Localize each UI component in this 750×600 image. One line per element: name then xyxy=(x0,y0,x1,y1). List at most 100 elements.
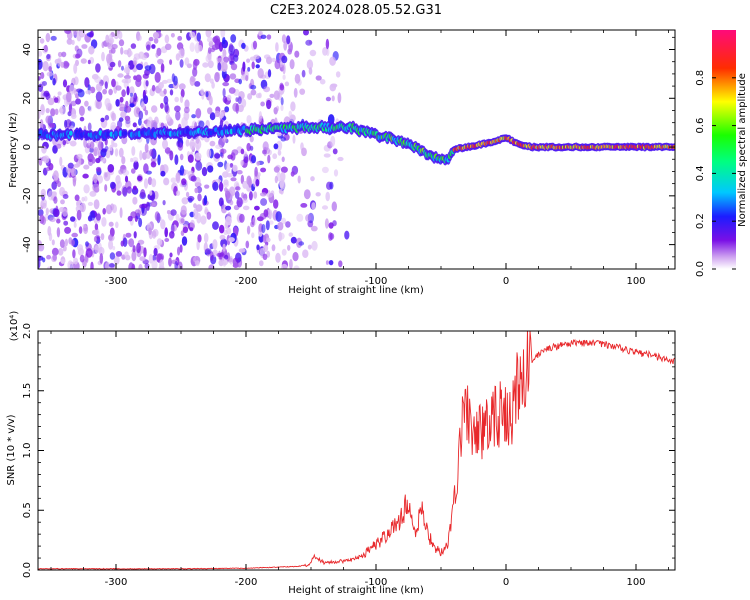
spectrogram-noise-cell xyxy=(151,84,156,92)
spectrogram-noise-cell xyxy=(94,76,101,83)
spectrogram-noise-cell xyxy=(333,169,339,177)
spectrogram-noise-cell xyxy=(50,108,56,117)
spectrogram-noise-cell xyxy=(39,214,45,224)
spectrogram-noise-cell xyxy=(150,202,156,207)
spectrogram-noise-cell xyxy=(87,122,92,132)
spectrogram-noise-cell xyxy=(132,245,136,253)
spectrogram-noise-cell xyxy=(39,119,44,130)
spectrogram-noise-cell xyxy=(273,199,279,209)
spectrogram-noise-cell xyxy=(118,147,124,158)
spectrogram-noise-cell xyxy=(60,199,65,205)
spectrogram-noise-cell xyxy=(120,111,127,118)
spectrogram-noise-cell xyxy=(292,134,296,144)
x-tick-label: -300 xyxy=(105,577,128,588)
spectrogram-noise-cell xyxy=(43,90,50,97)
spectrogram-noise-cell xyxy=(105,34,110,43)
spectrogram-noise-cell xyxy=(182,226,189,234)
spectrogram-noise-cell xyxy=(144,69,150,76)
spectrogram-noise-cell xyxy=(259,192,267,197)
x-tick-label: -200 xyxy=(235,577,258,588)
spectrogram-noise-cell xyxy=(45,207,49,216)
spectrogram-noise-cell xyxy=(40,72,45,79)
spectrogram-noise-cell xyxy=(170,33,175,38)
spectrogram-noise-cell xyxy=(119,103,126,109)
spectrogram-noise-cell xyxy=(83,225,89,235)
spectrogram-noise-cell xyxy=(204,206,208,213)
spectrogram-noise-cell xyxy=(115,99,120,107)
spectrogram-noise-cell xyxy=(124,115,131,122)
spectrogram-noise-cell xyxy=(175,172,181,182)
spectrogram-noise-cell xyxy=(323,153,331,158)
spectrogram-noise-cell xyxy=(246,225,251,235)
spectrogram-noise-cell xyxy=(93,173,98,184)
spectrogram-noise-cell xyxy=(145,80,149,87)
spectrogram-noise-cell xyxy=(157,154,161,166)
spectrogram-noise-cell xyxy=(115,175,121,185)
spectrogram-noise-cell xyxy=(238,78,242,85)
spectrogram-noise-cell xyxy=(143,178,149,189)
spectrogram-noise-cell xyxy=(104,184,108,192)
spectrogram-ridge-core xyxy=(69,130,73,136)
spectrogram-noise-cell xyxy=(217,161,224,168)
spectrogram-noise-cell xyxy=(288,110,293,118)
spectrogram-noise-cell xyxy=(93,146,99,157)
spectrogram-noise-cell xyxy=(205,54,212,63)
y-tick-label: -40 xyxy=(22,236,33,252)
spectrogram-noise-cell xyxy=(98,140,103,151)
spectrogram-noise-cell xyxy=(272,153,278,160)
spectrogram-noise-cell xyxy=(38,109,41,120)
spectrogram-noise-cell xyxy=(120,240,124,247)
spectrogram-noise-cell xyxy=(115,81,119,87)
spectrogram-noise-cell xyxy=(281,156,285,163)
spectrogram-noise-cell xyxy=(147,176,153,186)
spectrogram-noise-cell xyxy=(328,260,334,266)
spectrogram-noise-cell xyxy=(132,196,138,205)
spectrogram-noise-cell xyxy=(100,117,105,123)
spectrogram-noise-cell xyxy=(125,100,129,109)
spectrogram-noise-cell xyxy=(214,153,221,159)
spectrogram-noise-cell xyxy=(266,56,273,65)
colorbar-tick-label: 0.2 xyxy=(695,213,706,229)
spectrogram-noise-cell xyxy=(169,150,174,161)
spectrogram-noise-cell xyxy=(154,211,160,222)
spectrogram-noise-cell xyxy=(74,194,80,202)
spectrogram-noise-cell xyxy=(319,78,326,85)
spectrogram-noise-cell xyxy=(275,211,282,222)
spectrogram-noise-cell xyxy=(108,37,115,44)
colorbar-gradient xyxy=(712,30,736,269)
spectrogram-noise-cell xyxy=(202,62,209,68)
spectrogram-noise-cell xyxy=(273,107,278,115)
spectrogram-noise-cell xyxy=(203,195,208,206)
spectrogram-noise-cell xyxy=(263,86,271,93)
spectrogram-noise-cell xyxy=(102,88,107,95)
spectrogram-noise-cell xyxy=(179,153,184,161)
spectrogram-noise-cell xyxy=(42,61,49,72)
spectrogram-noise-cell xyxy=(301,147,307,157)
spectrogram-noise-cell xyxy=(236,197,243,208)
spectrogram-noise-cell xyxy=(262,235,267,243)
spectrogram-noise-cell xyxy=(42,202,47,209)
spectrogram-noise-cell xyxy=(89,141,95,149)
spectrogram-noise-cell xyxy=(204,73,211,83)
spectrogram-noise-cell xyxy=(300,203,308,208)
spectrogram-noise-cell xyxy=(72,177,77,187)
spectrogram-noise-cell xyxy=(123,66,131,74)
spectrogram-noise-cell xyxy=(53,97,59,103)
spectrogram-noise-cell xyxy=(95,166,102,172)
spectrogram-noise-cell xyxy=(325,191,331,202)
spectrogram-noise-cell xyxy=(131,251,137,262)
spectrogram-noise-cell xyxy=(310,176,315,182)
spectrogram-noise-cell xyxy=(268,220,274,225)
spectrogram-noise-cell xyxy=(52,78,56,86)
spectrogram-noise-cell xyxy=(204,248,212,255)
spectrogram-noise-cell xyxy=(196,212,202,224)
spectrogram-noise-cell xyxy=(228,44,236,56)
spectrogram-noise-cell xyxy=(95,91,103,102)
spectrogram-noise-cell xyxy=(209,140,216,147)
spectrogram-noise-cell xyxy=(275,252,281,263)
spectrogram-noise-cell xyxy=(204,184,210,189)
spectrogram-noise-cell xyxy=(118,31,123,40)
spectrogram-noise-cell xyxy=(247,67,251,72)
spectrogram-noise-cell xyxy=(325,38,330,50)
spectrogram-noise-cell xyxy=(246,58,251,63)
